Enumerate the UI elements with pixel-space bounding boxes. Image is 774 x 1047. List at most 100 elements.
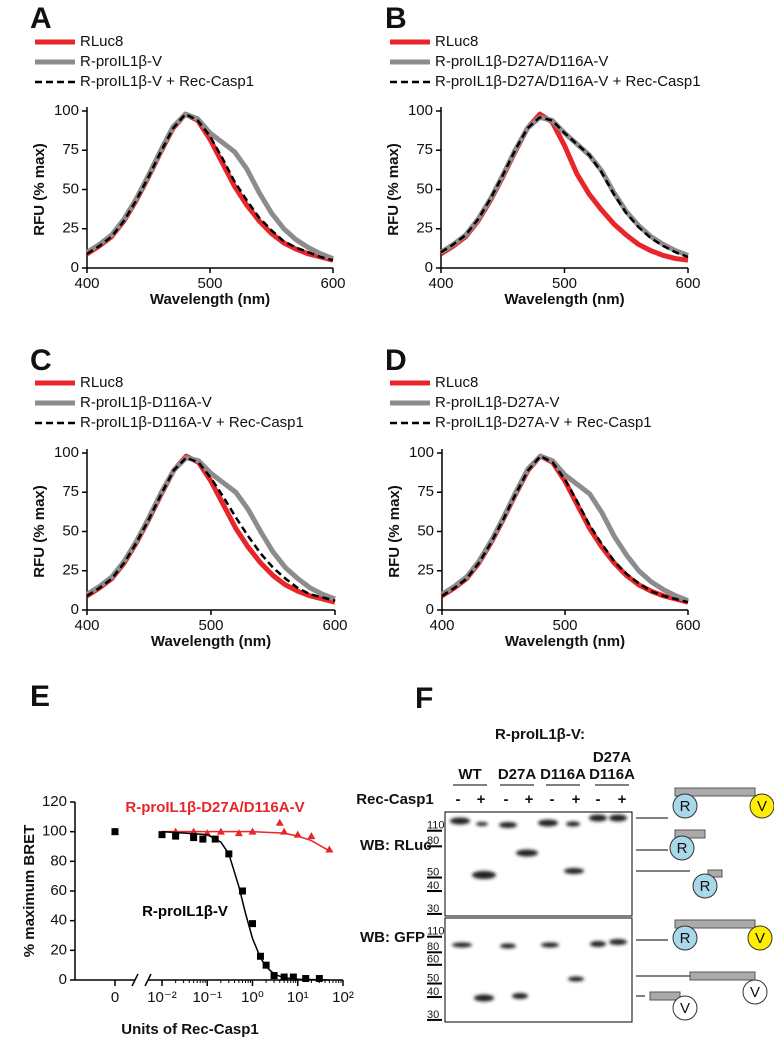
data-point — [307, 832, 316, 840]
data-point — [238, 887, 246, 895]
y-tick-label: 0 — [425, 259, 433, 276]
icon-label: R — [700, 878, 711, 895]
treatment-label: Rec-Casp1 — [356, 791, 434, 808]
lane-label: D27A — [593, 749, 632, 766]
series-label: R-proIL1β-V — [142, 903, 228, 920]
data-point — [216, 827, 225, 835]
y-tick-label: 100 — [42, 823, 67, 840]
y-axis-label: RFU (% max) — [385, 143, 402, 236]
series-line — [86, 112, 334, 262]
legend-label: R-proIL1β-D116A-V — [80, 394, 212, 411]
x-tick-label: 0 — [111, 989, 119, 1006]
icon-label: V — [680, 1000, 690, 1017]
data-point — [199, 835, 207, 843]
data-point — [249, 920, 256, 928]
blot-frame — [444, 811, 633, 917]
legend-label: RLuc8 — [80, 374, 123, 391]
x-tick-label: 400 — [74, 275, 99, 292]
x-tick-label: 600 — [320, 275, 345, 292]
x-tick-label: 600 — [675, 617, 700, 634]
legend-label: R-proIL1β-D116A-V + Rec-Casp1 — [80, 414, 304, 431]
y-tick-label: 50 — [62, 180, 79, 197]
y-tick-label: 75 — [417, 483, 434, 500]
mw-label: 40 — [427, 986, 439, 998]
icon-label: V — [750, 984, 760, 1001]
x-axis-label: Units of Rec-Casp1 — [121, 1021, 259, 1038]
data-point — [289, 973, 297, 981]
legend-label: R-proIL1β-D27A/D116A-V + Rec-Casp1 — [435, 73, 701, 90]
data-point — [248, 827, 257, 835]
x-tick-label: 400 — [74, 617, 99, 634]
treatment-mark: - — [550, 791, 555, 808]
data-point — [225, 850, 233, 858]
treatment-mark: + — [525, 791, 534, 808]
mw-label: 50 — [427, 866, 439, 878]
blot-label: WB: GFP — [360, 929, 425, 946]
y-tick-label: 100 — [54, 444, 79, 461]
legend-label: RLuc8 — [435, 374, 478, 391]
construct-labels: R V R R R V V V — [677, 798, 767, 1017]
x-tick-label: 600 — [675, 275, 700, 292]
y-tick-label: 50 — [417, 522, 434, 539]
data-point — [280, 973, 288, 981]
series-line — [440, 116, 689, 259]
data-point — [325, 845, 334, 853]
y-tick-label: 0 — [59, 971, 67, 988]
y-axis-label: RFU (% max) — [31, 143, 48, 236]
x-tick-label: 10² — [332, 989, 354, 1006]
series-line — [439, 114, 689, 258]
x-tick-label: 600 — [322, 617, 347, 634]
lane-label: D27A — [498, 766, 537, 783]
y-tick-label: 25 — [62, 220, 79, 237]
x-tick-label: 10⁰ — [241, 989, 264, 1006]
blot-label: WB: RLuc — [360, 837, 432, 854]
x-axis-label: Wavelength (nm) — [505, 633, 625, 650]
icon-label: V — [757, 798, 767, 815]
fit-curve — [162, 830, 330, 852]
y-tick-label: 100 — [54, 102, 79, 119]
y-tick-label: 0 — [71, 601, 79, 618]
data-point — [172, 832, 180, 840]
y-tick-label: 0 — [426, 601, 434, 618]
x-tick-label: 10⁻¹ — [192, 989, 222, 1006]
data-point — [158, 831, 166, 839]
y-tick-label: 100 — [409, 444, 434, 461]
legend-label: R-proIL1β-V + Rec-Casp1 — [80, 73, 254, 90]
data-point — [256, 952, 264, 960]
y-tick-label: 25 — [416, 220, 433, 237]
treatment-mark: - — [596, 791, 601, 808]
treatment-mark: + — [477, 791, 486, 808]
x-tick-label: 10¹ — [287, 989, 309, 1006]
y-tick-label: 120 — [42, 793, 67, 810]
mw-label: 50 — [427, 972, 439, 984]
panel-letter: E — [30, 680, 50, 713]
construct-bars — [649, 787, 756, 1001]
x-tick-label: 500 — [197, 275, 222, 292]
panel-letter: C — [30, 344, 52, 377]
legend-label: RLuc8 — [80, 33, 123, 50]
treatment-mark: - — [504, 791, 509, 808]
y-tick-label: 40 — [50, 912, 67, 929]
x-tick-label: 400 — [428, 275, 453, 292]
data-point — [211, 835, 219, 843]
legend-label: R-proIL1β-D27A-V + Rec-Casp1 — [435, 414, 652, 431]
y-tick-label: 60 — [50, 882, 67, 899]
panel-letter: D — [385, 344, 407, 377]
mw-label: 80 — [427, 941, 439, 953]
y-axis-label: RFU (% max) — [386, 485, 403, 578]
data-point — [315, 975, 323, 983]
panel-letter: F — [415, 682, 433, 715]
data-point — [275, 818, 284, 826]
icon-label: V — [755, 930, 765, 947]
legend-label: R-proIL1β-D27A-V — [435, 394, 560, 411]
mw-label: 30 — [427, 903, 439, 915]
y-tick-label: 20 — [50, 941, 67, 958]
icon-label: R — [680, 798, 691, 815]
y-tick-label: 75 — [62, 483, 79, 500]
arrows — [636, 817, 690, 997]
x-tick-label: 400 — [429, 617, 454, 634]
y-tick-label: 50 — [416, 180, 433, 197]
y-tick-label: 0 — [71, 259, 79, 276]
western-blot: F R-proIL1β-V: Rec-Casp1 R V R R R V V V… — [356, 682, 774, 1023]
